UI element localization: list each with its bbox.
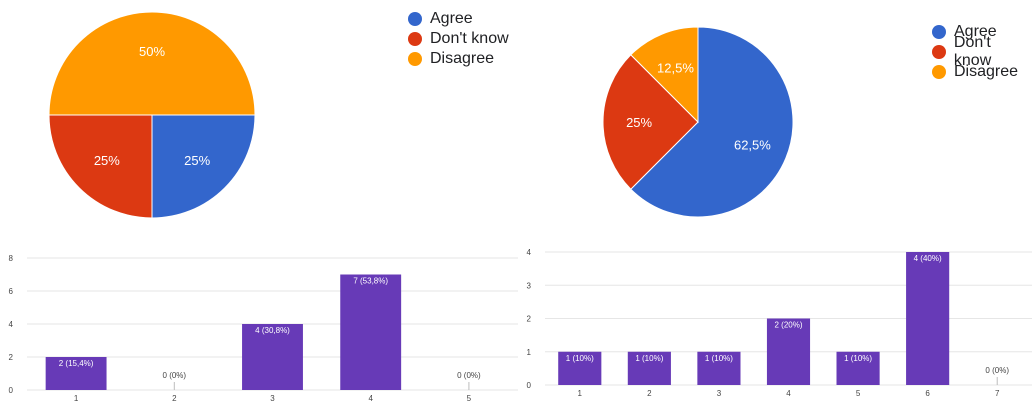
bar — [340, 274, 402, 390]
legend-item-agree: Agree — [932, 22, 1032, 42]
pie-chart-2-legend: Agree Don't know Disagree — [932, 22, 1032, 82]
y-tick-label: 4 — [9, 320, 14, 329]
x-tick-label: 4 — [368, 394, 373, 403]
legend-swatch-dont-know — [408, 32, 422, 46]
pie-slice-agree — [151, 114, 256, 219]
legend-item-dont-know: Don't know — [932, 34, 1032, 69]
bar-data-label: 1 (10%) — [844, 354, 872, 363]
x-tick-label: 6 — [925, 389, 930, 398]
bar — [242, 324, 303, 390]
bar-chart-2-svg: 0 1 2 3 4 1 (10%) 1 1 (10%) 2 1 (10%) 3 2 (20%) 4 1 (… — [527, 248, 1032, 398]
x-tick-label: 3 — [717, 389, 722, 398]
y-tick-label: 6 — [9, 287, 14, 296]
x-tick-label: 3 — [270, 394, 275, 403]
legend-label-dont-know: Don't know — [953, 34, 992, 69]
bar-data-label: 0 (0%) — [457, 371, 481, 380]
bar — [627, 351, 671, 385]
bar — [766, 318, 811, 385]
y-tick-label: 0 — [527, 381, 532, 390]
y-tick-label: 2 — [9, 353, 14, 362]
legend-item-disagree: Disagree — [932, 62, 1032, 82]
legend-item-disagree: Disagree — [408, 49, 509, 69]
pie-slice-label-dont-know: 25% — [94, 153, 120, 168]
legend-item-dont-know: Don't know — [408, 29, 509, 49]
legend-label-dont-know: Don't know — [430, 30, 509, 47]
bar-data-label: 1 (10%) — [566, 354, 594, 363]
legend-item-agree: Agree — [408, 9, 509, 29]
pie-chart-1: 25% 25% 50% Agree Don't know Disagree — [0, 0, 520, 228]
x-tick-label: 2 — [647, 389, 652, 398]
bar-data-label: 2 (15,4%) — [59, 359, 94, 368]
pie-slice-agree — [630, 26, 794, 218]
x-tick-label: 1 — [578, 389, 583, 398]
bar — [836, 351, 880, 385]
pie-slice-label-agree: 62,5% — [734, 138, 771, 153]
legend-label-disagree: Disagree — [954, 63, 1019, 80]
legend-label-disagree: Disagree — [430, 50, 495, 67]
x-tick-label: 5 — [467, 394, 472, 403]
bar-data-label: 4 (30,8%) — [255, 326, 290, 335]
pie-slice-label-disagree: 12,5% — [657, 61, 694, 76]
bar-data-label: 1 (10%) — [635, 354, 663, 363]
bar — [558, 351, 602, 385]
bar-data-label: 7 (53,8%) — [353, 277, 388, 286]
bar-data-label: 2 (20%) — [774, 321, 802, 330]
pie-slice-disagree — [630, 26, 699, 124]
y-tick-label: 0 — [9, 386, 14, 395]
legend-label-agree: Agree — [954, 23, 997, 40]
bar-data-label: 4 (40%) — [914, 254, 942, 263]
y-tick-label: 1 — [527, 348, 532, 357]
y-tick-label: 4 — [527, 248, 532, 257]
bar — [45, 357, 107, 390]
bar-chart-1-svg: 0 2 4 6 8 2 (15,4%) 1 0 (0%) 2 4 (30,8%) 3 7 (53,8%… — [9, 254, 518, 403]
pie-slice-label-dont-know: 25% — [626, 115, 652, 130]
y-tick-label: 3 — [527, 281, 532, 290]
legend-swatch-agree — [932, 25, 946, 39]
legend-swatch-disagree — [408, 52, 422, 66]
bar — [906, 252, 950, 385]
x-tick-label: 5 — [856, 389, 861, 398]
pie-slice-dont-know — [602, 54, 699, 190]
bar-chart-2: 0 1 2 3 4 1 (10%) 1 1 (10%) 2 1 (10%) 3 2 (20%) 4 1 (… — [520, 240, 1032, 403]
x-tick-label: 4 — [786, 389, 791, 398]
pie-chart-1-svg: 25% 25% 50% — [48, 11, 256, 219]
pie-slice-label-agree: 25% — [184, 153, 210, 168]
legend-label-agree: Agree — [430, 10, 473, 27]
pie-chart-2-svg: 62,5% 25% 12,5% — [602, 26, 794, 218]
bar — [697, 351, 741, 385]
bar-data-label: 1 (10%) — [705, 354, 733, 363]
x-tick-label: 1 — [74, 394, 79, 403]
x-tick-label: 7 — [995, 389, 1000, 398]
legend-swatch-agree — [408, 12, 422, 26]
pie-chart-2: 62,5% 25% 12,5% Agree Don't know Disagree — [520, 0, 1032, 228]
pie-slice-dont-know — [48, 114, 153, 219]
pie-chart-1-legend: Agree Don't know Disagree — [408, 9, 509, 69]
bar-chart-1: 0 2 4 6 8 2 (15,4%) 1 0 (0%) 2 4 (30,8%) 3 7 (53,8%… — [0, 240, 520, 403]
pie-slice-label-disagree: 50% — [139, 44, 165, 59]
pie-slice-disagree — [48, 11, 256, 116]
x-tick-label: 2 — [172, 394, 177, 403]
legend-swatch-dont-know — [932, 45, 946, 59]
bar-data-label: 0 (0%) — [163, 371, 187, 380]
y-tick-label: 8 — [9, 254, 14, 263]
y-tick-label: 2 — [527, 315, 532, 324]
bar-data-label: 0 (0%) — [985, 366, 1009, 375]
legend-swatch-disagree — [932, 65, 946, 79]
